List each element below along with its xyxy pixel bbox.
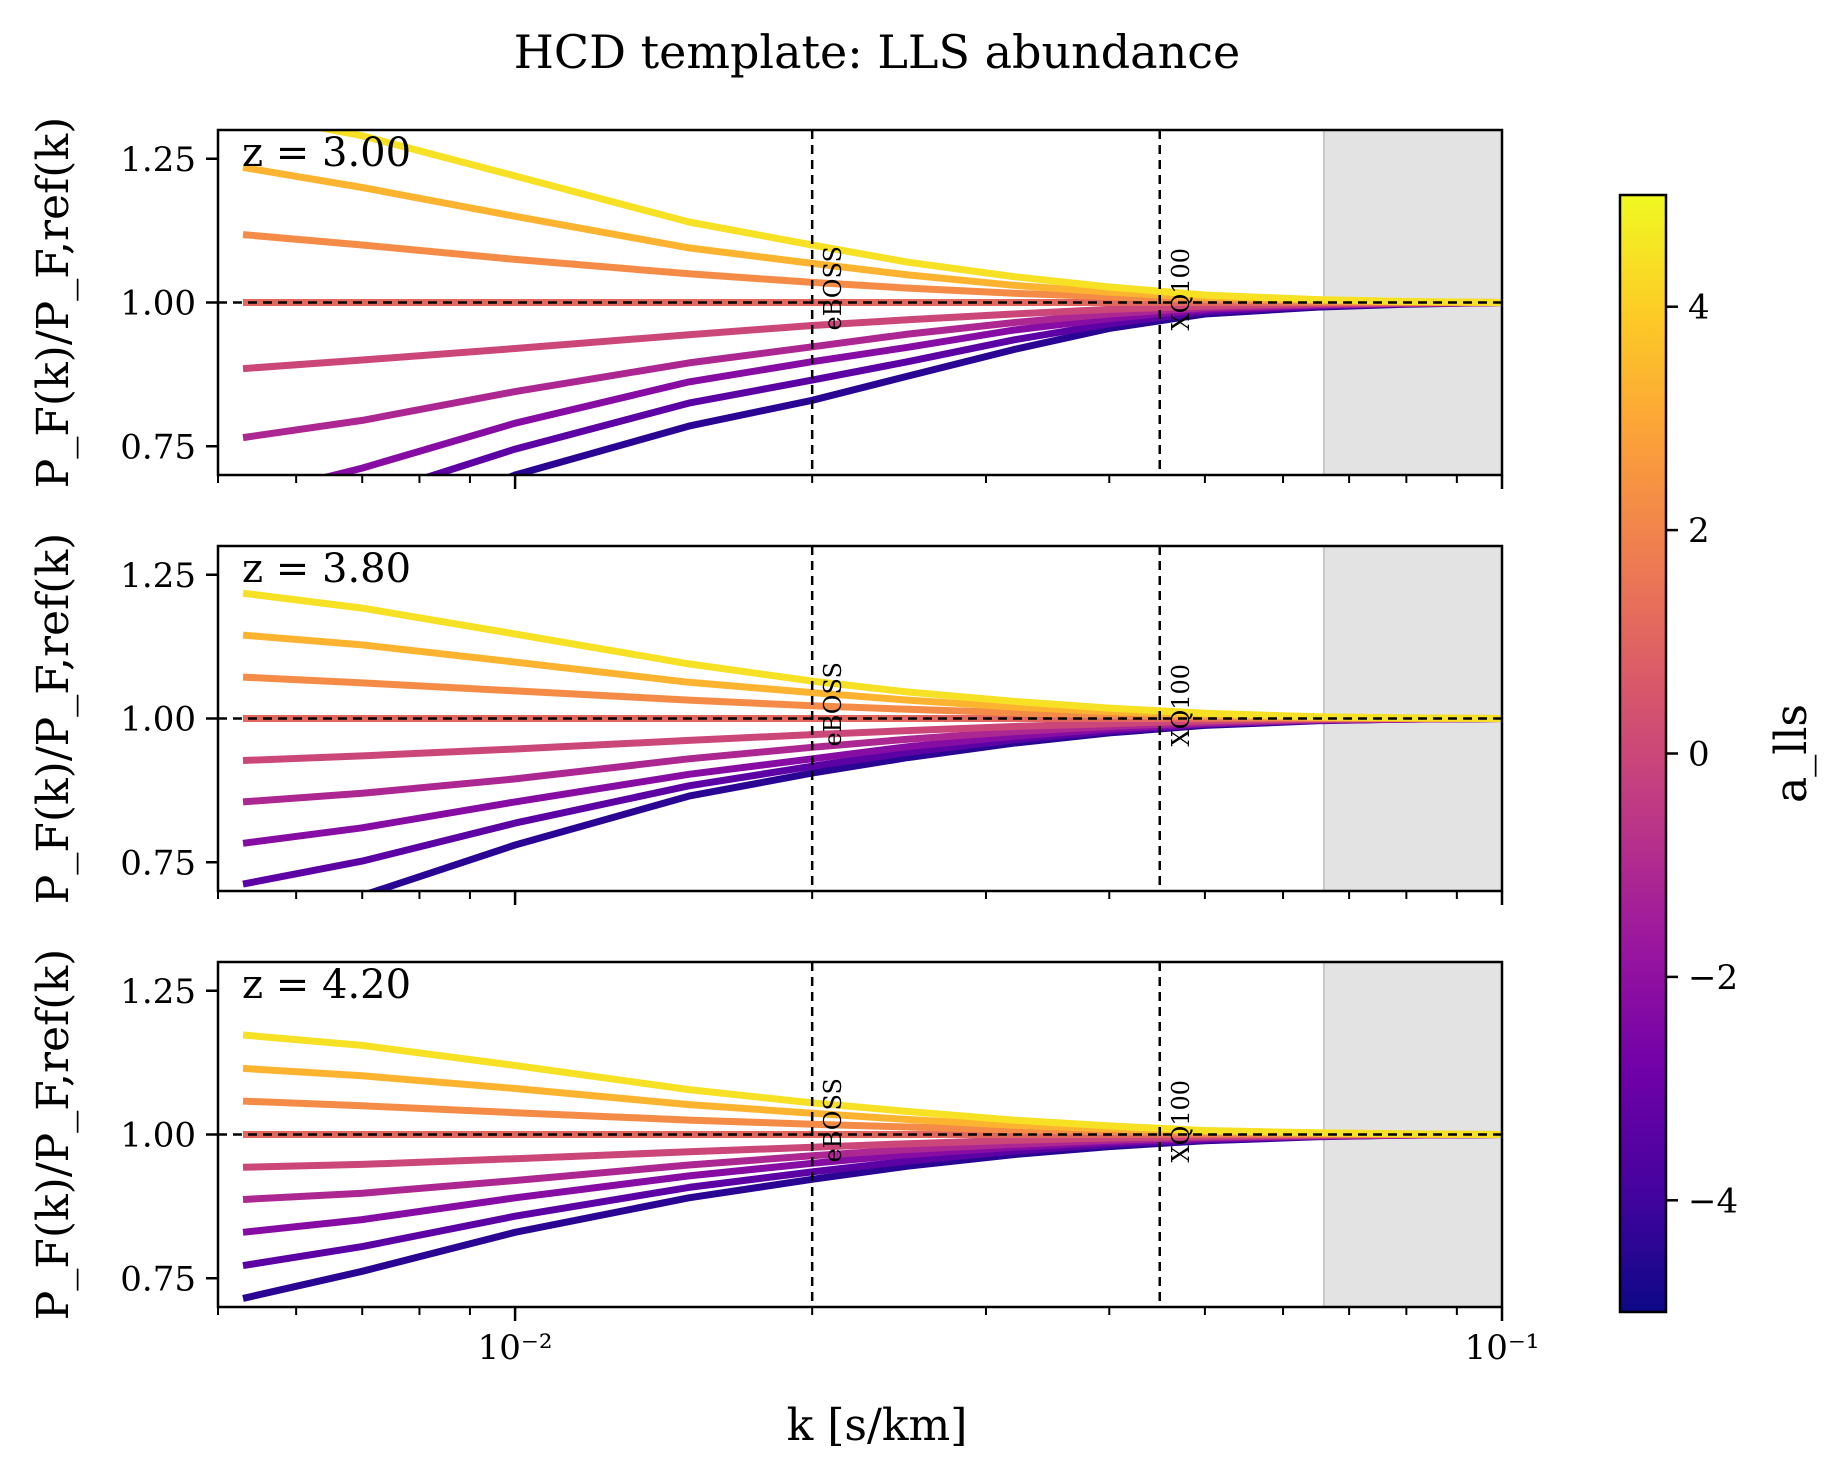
chart-title: HCD template: LLS abundance (514, 25, 1240, 79)
vline-label-xq100: XQ100 (1167, 1080, 1195, 1163)
panel-1: eBOSS XQ100 0.75 1.00 1.25 P_F(k)/P_F,ref(k) z… (28, 117, 1504, 489)
panel-redshift-label: z = 3.00 (242, 130, 411, 176)
colorbar: −4 −2 0 2 4 a_lls (1618, 193, 1817, 1314)
y-tick-label: 0.75 (120, 843, 196, 883)
colorbar-tick-label: −2 (1688, 958, 1738, 998)
y-tick-label: 1.00 (120, 700, 196, 740)
series-line-8 (242, 163, 1502, 306)
y-tick-label: 1.25 (120, 556, 196, 596)
y-tick-label: 0.75 (120, 1259, 196, 1299)
x-axis-label: k [s/km] (787, 1400, 968, 1451)
series-line-3 (320, 299, 1502, 475)
colorbar-tick-label: 2 (1688, 511, 1710, 551)
curves (242, 130, 1502, 475)
y-tick-label: 1.00 (120, 284, 196, 324)
panel-redshift-label: z = 4.20 (242, 962, 411, 1008)
vline-label-eboss: eBOSS (819, 246, 847, 330)
curves (242, 1031, 1502, 1302)
colorbar-gradient (1620, 195, 1666, 1312)
curves (242, 589, 1502, 891)
x-tick-label: 10⁻¹ (1465, 1328, 1540, 1368)
colorbar-label: a_lls (1766, 704, 1817, 803)
y-tick-label: 1.25 (120, 140, 196, 180)
colorbar-tick-label: −4 (1688, 1181, 1738, 1221)
panel-redshift-label: z = 3.80 (242, 546, 411, 592)
vline-label-eboss: eBOSS (819, 1078, 847, 1162)
vline-label-xq100: XQ100 (1167, 248, 1195, 331)
colorbar-tick-label: 4 (1688, 288, 1710, 328)
series-line-9 (313, 130, 1502, 306)
series-line-9 (242, 1031, 1502, 1138)
vline-label-xq100: XQ100 (1167, 664, 1195, 747)
y-tick-label: 0.75 (120, 427, 196, 467)
vline-label-eboss: eBOSS (819, 662, 847, 746)
y-tick-label: 1.25 (120, 972, 196, 1012)
y-axis-label: P_F(k)/P_F,ref(k) (28, 117, 79, 489)
series-line-3 (242, 715, 1502, 847)
y-axis-label: P_F(k)/P_F,ref(k) (28, 949, 79, 1321)
colorbar-tick-label: 0 (1688, 735, 1710, 775)
panel-2: eBOSS XQ100 0.75 1.00 1.25 P_F(k)/P_F,ref(k) z… (28, 533, 1504, 905)
series-line-9 (242, 589, 1502, 722)
y-axis-label: P_F(k)/P_F,ref(k) (28, 533, 79, 905)
y-tick-label: 1.00 (120, 1116, 196, 1156)
x-tick-label: 10⁻² (478, 1328, 553, 1368)
series-line-1 (505, 299, 1502, 475)
panel-3: eBOSS XQ100 0.75 1.00 1.25 P_F(k)/P_F,ref(k) z… (28, 949, 1504, 1321)
